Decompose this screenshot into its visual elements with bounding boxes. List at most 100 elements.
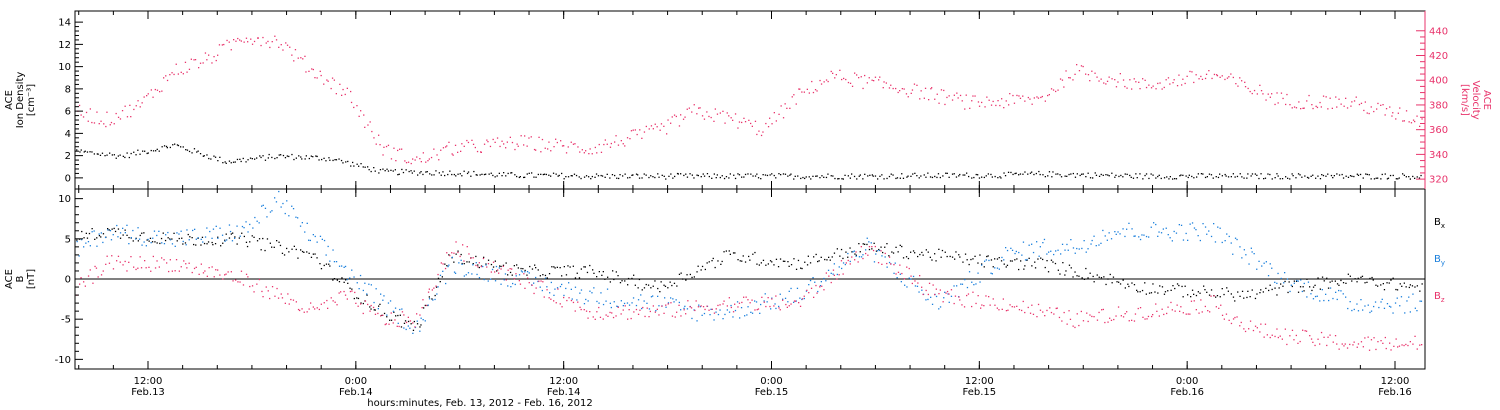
data-point: [326, 299, 328, 302]
data-point: [680, 315, 682, 317]
data-point: [1087, 277, 1089, 279]
data-point: [375, 143, 377, 145]
data-point: [791, 96, 793, 98]
data-point: [968, 175, 970, 178]
data-point: [327, 80, 329, 82]
data-point: [104, 155, 106, 157]
data-point: [899, 264, 901, 266]
data-point: [1405, 176, 1407, 178]
data-point: [1284, 328, 1286, 330]
data-point: [228, 41, 230, 43]
data-point: [377, 308, 379, 310]
data-point: [266, 238, 269, 240]
data-point: [577, 146, 579, 148]
data-point: [1174, 178, 1176, 180]
data-point: [671, 284, 673, 287]
data-point: [1249, 90, 1251, 93]
data-point: [853, 175, 856, 178]
data-point: [1403, 282, 1405, 284]
data-point: [1390, 349, 1392, 351]
data-point: [799, 305, 802, 307]
data-point: [1392, 277, 1394, 279]
data-point: [605, 300, 607, 302]
data-point: [881, 255, 883, 257]
data-point: [1193, 293, 1195, 295]
data-point: [511, 268, 513, 270]
data-point: [290, 298, 292, 301]
data-point: [1034, 267, 1037, 269]
data-point: [1089, 80, 1091, 82]
data-point: [394, 307, 397, 309]
data-point: [823, 176, 825, 178]
data-point: [1400, 296, 1403, 298]
data-point: [548, 273, 551, 275]
data-point: [1144, 174, 1146, 177]
data-point: [1102, 174, 1104, 176]
data-point: [99, 154, 102, 156]
data-point: [1106, 80, 1109, 82]
data-point: [1360, 341, 1363, 343]
data-point: [951, 173, 954, 175]
data-point: [1420, 174, 1422, 177]
data-point: [880, 250, 882, 252]
data-point: [626, 137, 629, 139]
data-point: [669, 281, 671, 283]
data-point: [853, 250, 855, 252]
data-point: [457, 151, 459, 153]
data-point: [332, 279, 334, 281]
data-point: [1072, 325, 1074, 327]
data-point: [796, 287, 799, 289]
data-point: [434, 298, 436, 301]
data-point: [1059, 78, 1062, 80]
data-point: [1193, 81, 1195, 84]
data-point: [663, 125, 665, 127]
data-point: [632, 297, 635, 299]
data-point: [950, 295, 953, 297]
data-point: [1029, 312, 1032, 314]
data-point: [1209, 311, 1211, 313]
data-point: [759, 312, 761, 314]
data-point: [849, 263, 851, 265]
data-point: [995, 104, 997, 107]
data-point: [516, 264, 518, 266]
data-point: [283, 254, 286, 256]
data-point: [1214, 241, 1217, 243]
data-point: [567, 265, 569, 267]
data-point: [329, 260, 331, 262]
data-point: [527, 277, 529, 279]
data-point: [839, 255, 841, 257]
data-point: [1248, 328, 1250, 330]
data-point: [1013, 102, 1016, 104]
data-point: [1111, 78, 1113, 80]
data-point: [539, 275, 541, 277]
data-point: [784, 103, 786, 105]
data-point: [730, 304, 732, 307]
data-point: [1129, 79, 1131, 81]
data-point: [719, 304, 721, 306]
data-point: [1259, 84, 1261, 86]
data-point: [1001, 98, 1003, 100]
data-point: [95, 267, 98, 269]
data-point: [180, 146, 182, 148]
data-point: [959, 256, 961, 258]
data-point: [816, 292, 818, 294]
data-point: [1380, 284, 1382, 286]
data-point: [497, 269, 499, 271]
data-point: [764, 174, 767, 176]
data-point: [920, 175, 922, 177]
data-point: [1187, 176, 1189, 179]
data-point: [598, 271, 600, 273]
data-point: [1408, 286, 1410, 289]
data-point: [1119, 73, 1121, 75]
data-point: [961, 283, 964, 285]
data-point: [1367, 336, 1369, 338]
data-point: [579, 151, 581, 153]
data-point: [1036, 241, 1038, 243]
data-point: [370, 170, 372, 173]
data-point: [435, 170, 437, 172]
data-point: [1346, 347, 1349, 349]
data-point: [152, 150, 155, 152]
data-point: [1377, 341, 1379, 343]
data-point: [957, 97, 959, 99]
data-point: [461, 262, 463, 265]
